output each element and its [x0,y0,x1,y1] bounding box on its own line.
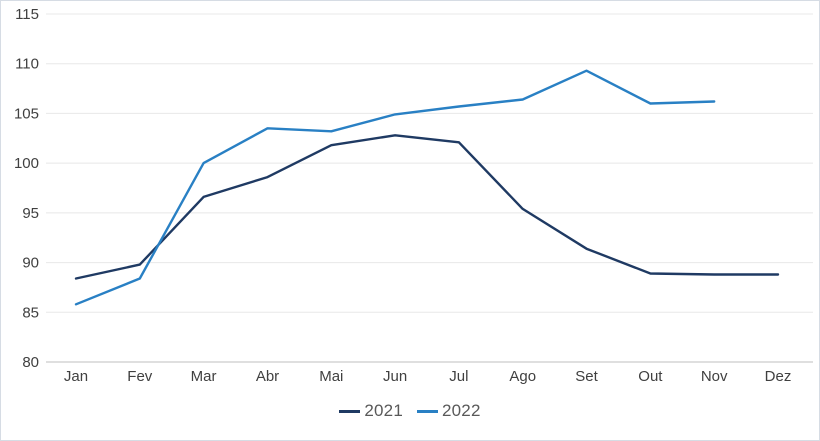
x-axis-tick-label: Ago [509,368,536,385]
series-line-2021[interactable] [74,134,780,280]
x-axis-tick-label: Abr [256,368,279,385]
x-axis-tick-label: Fev [127,368,153,385]
legend-swatch-2021 [339,409,361,413]
series-line-2022[interactable] [74,69,716,306]
y-axis-tick-label: 80 [22,354,39,371]
x-axis-tick-label: Jul [449,368,468,385]
x-axis-tick-label: Mai [319,368,343,385]
y-axis-tick-label: 90 [22,255,39,272]
legend-item-2022[interactable]: 2022 [417,401,481,421]
x-axis-tick-label: Nov [701,368,728,385]
y-axis-tick-label: 100 [14,155,39,172]
legend-label: 2021 [364,401,403,420]
x-axis-tick-label: Dez [765,368,792,385]
x-axis-tick-label: Jun [383,368,407,385]
legend-item-2021[interactable]: 2021 [339,401,403,421]
y-axis-tick-label: 115 [15,6,39,23]
legend-label: 2022 [442,401,481,420]
y-axis-tick-label: 105 [14,105,39,122]
legend-swatch-2022 [417,409,438,413]
chart-legend: 2021 2022 [1,401,819,421]
x-axis-tick-label: Mar [191,368,217,385]
y-axis-tick-label: 95 [22,205,39,222]
x-axis-tick-label: Set [575,368,598,385]
y-axis-tick-label: 110 [15,56,39,73]
y-axis-tick-label: 85 [22,304,39,321]
x-axis-tick-label: Out [638,368,663,385]
x-axis-tick-label: Jan [64,368,88,385]
